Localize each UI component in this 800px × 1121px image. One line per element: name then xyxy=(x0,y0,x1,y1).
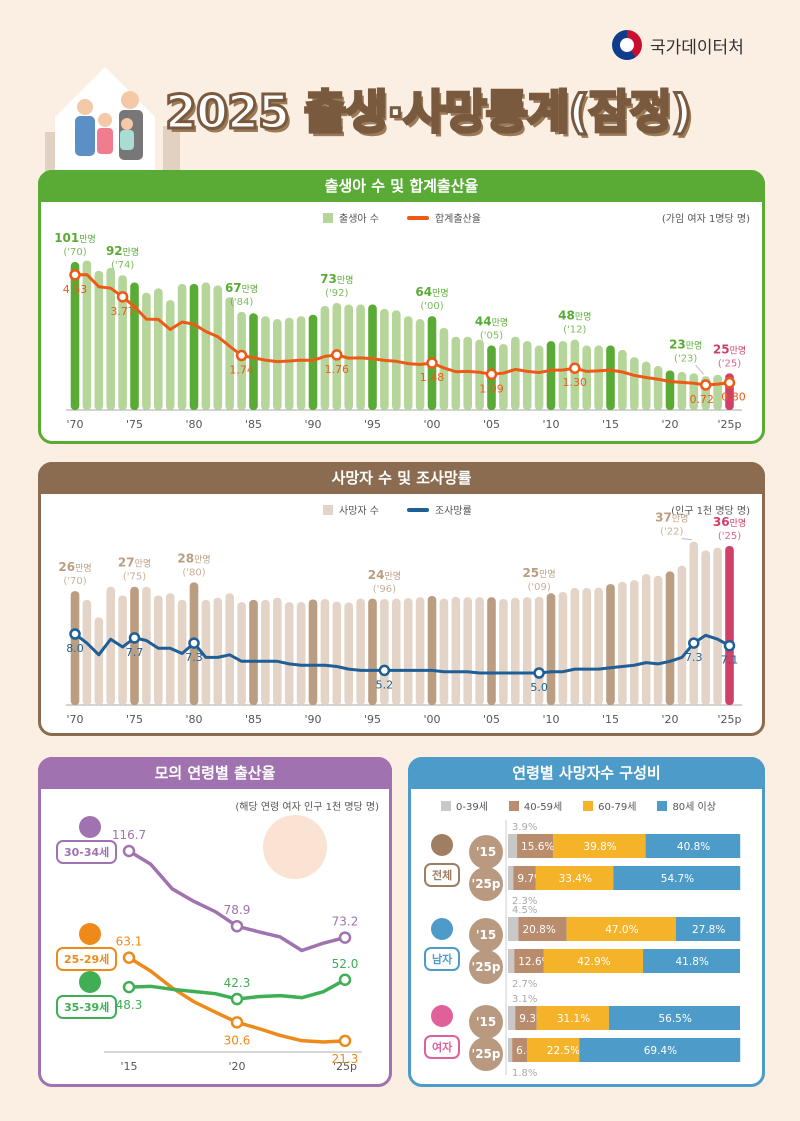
legend-label: 60-79세 xyxy=(598,802,637,813)
page-title: 2025 출생·사망통계(잠정) xyxy=(163,84,693,141)
legend-label: 40-59세 xyxy=(523,802,563,813)
deaths-panel: 사망자 수 및 조사망률 사망자 수 조사망률 (인구 1천 명당 명) xyxy=(38,462,765,736)
legend-swatch-tfr xyxy=(406,215,429,220)
year-badge: '15 xyxy=(469,1005,503,1039)
mother-icon xyxy=(79,923,101,945)
death-age-composition-panel-title: 연령별 사망자수 구성비 xyxy=(408,757,765,789)
legend-swatch-deaths xyxy=(323,504,333,515)
legend-label-crude-death: 조사망률 xyxy=(434,506,472,517)
deaths-unit-note: (인구 1천 명당 명) xyxy=(671,506,750,517)
mother-baby-illustration xyxy=(263,815,327,879)
age-fertility-panel-title: 모의 연령별 출산율 xyxy=(38,757,392,789)
legend-swatch-40-59 xyxy=(508,800,519,811)
agency-name: 국가데이터처 xyxy=(650,37,744,58)
deaths-panel-title: 사망자 수 및 조사망률 xyxy=(38,462,765,494)
legend-label-tfr: 합계출산율 xyxy=(434,214,481,225)
births-unit-note: (가임 여자 1명당 명) xyxy=(661,214,750,225)
age-fertility-panel: 모의 연령별 출산율 (해당 연령 여자 인구 1천 명당 명) 30-34세 … xyxy=(38,757,392,1087)
man-icon xyxy=(431,918,453,940)
composition-legend: 0-39세 40-59세 60-79세 80세 이상 xyxy=(441,798,716,813)
series-tag-35-39: 35-39세 xyxy=(56,995,118,1019)
mother-icon xyxy=(79,816,101,838)
legend-swatch-60-79 xyxy=(583,800,594,811)
legend-label: 0-39세 xyxy=(456,802,488,813)
legend-label: 80세 이상 xyxy=(672,802,716,813)
deaths-legend: 사망자 수 조사망률 xyxy=(323,502,472,517)
couple-icon xyxy=(431,834,453,856)
woman-icon xyxy=(431,1005,453,1027)
legend-swatch-80-plus xyxy=(657,800,668,811)
year-badge: '25p xyxy=(469,1037,503,1071)
year-badge: '15 xyxy=(469,918,503,952)
group-tag-total: 전체 xyxy=(424,863,461,887)
group-tag-male: 남자 xyxy=(424,947,461,971)
year-badge: '15 xyxy=(469,835,503,869)
mother-icon xyxy=(79,971,101,993)
legend-swatch-crude-death xyxy=(406,507,429,512)
births-legend: 출생아 수 합계출산율 xyxy=(323,210,481,225)
year-badge: '25p xyxy=(469,867,503,901)
agency-logo: 국가데이터처 xyxy=(612,30,744,60)
series-tag-25-29: 25-29세 xyxy=(56,947,118,971)
legend-swatch-0-39 xyxy=(441,800,451,811)
legend-label-deaths: 사망자 수 xyxy=(339,506,379,517)
births-panel: 출생아 수 및 합계출산율 출생아 수 합계출산율 (가임 여자 1명당 명) xyxy=(38,170,765,444)
births-panel-title: 출생아 수 및 합계출산율 xyxy=(38,170,765,202)
legend-swatch-births xyxy=(323,212,333,223)
taegeuk-logo-icon xyxy=(612,30,642,60)
age-fertility-unit-note: (해당 연령 여자 인구 1천 명당 명) xyxy=(235,802,379,813)
group-tag-female: 여자 xyxy=(424,1035,461,1059)
year-badge: '25p xyxy=(469,950,503,984)
series-tag-30-34: 30-34세 xyxy=(56,840,118,864)
legend-label-births: 출생아 수 xyxy=(339,214,379,225)
family-illustration xyxy=(45,67,180,172)
death-age-composition-panel: 연령별 사망자수 구성비 0-39세 40-59세 60-79세 80세 이상 … xyxy=(408,757,765,1087)
